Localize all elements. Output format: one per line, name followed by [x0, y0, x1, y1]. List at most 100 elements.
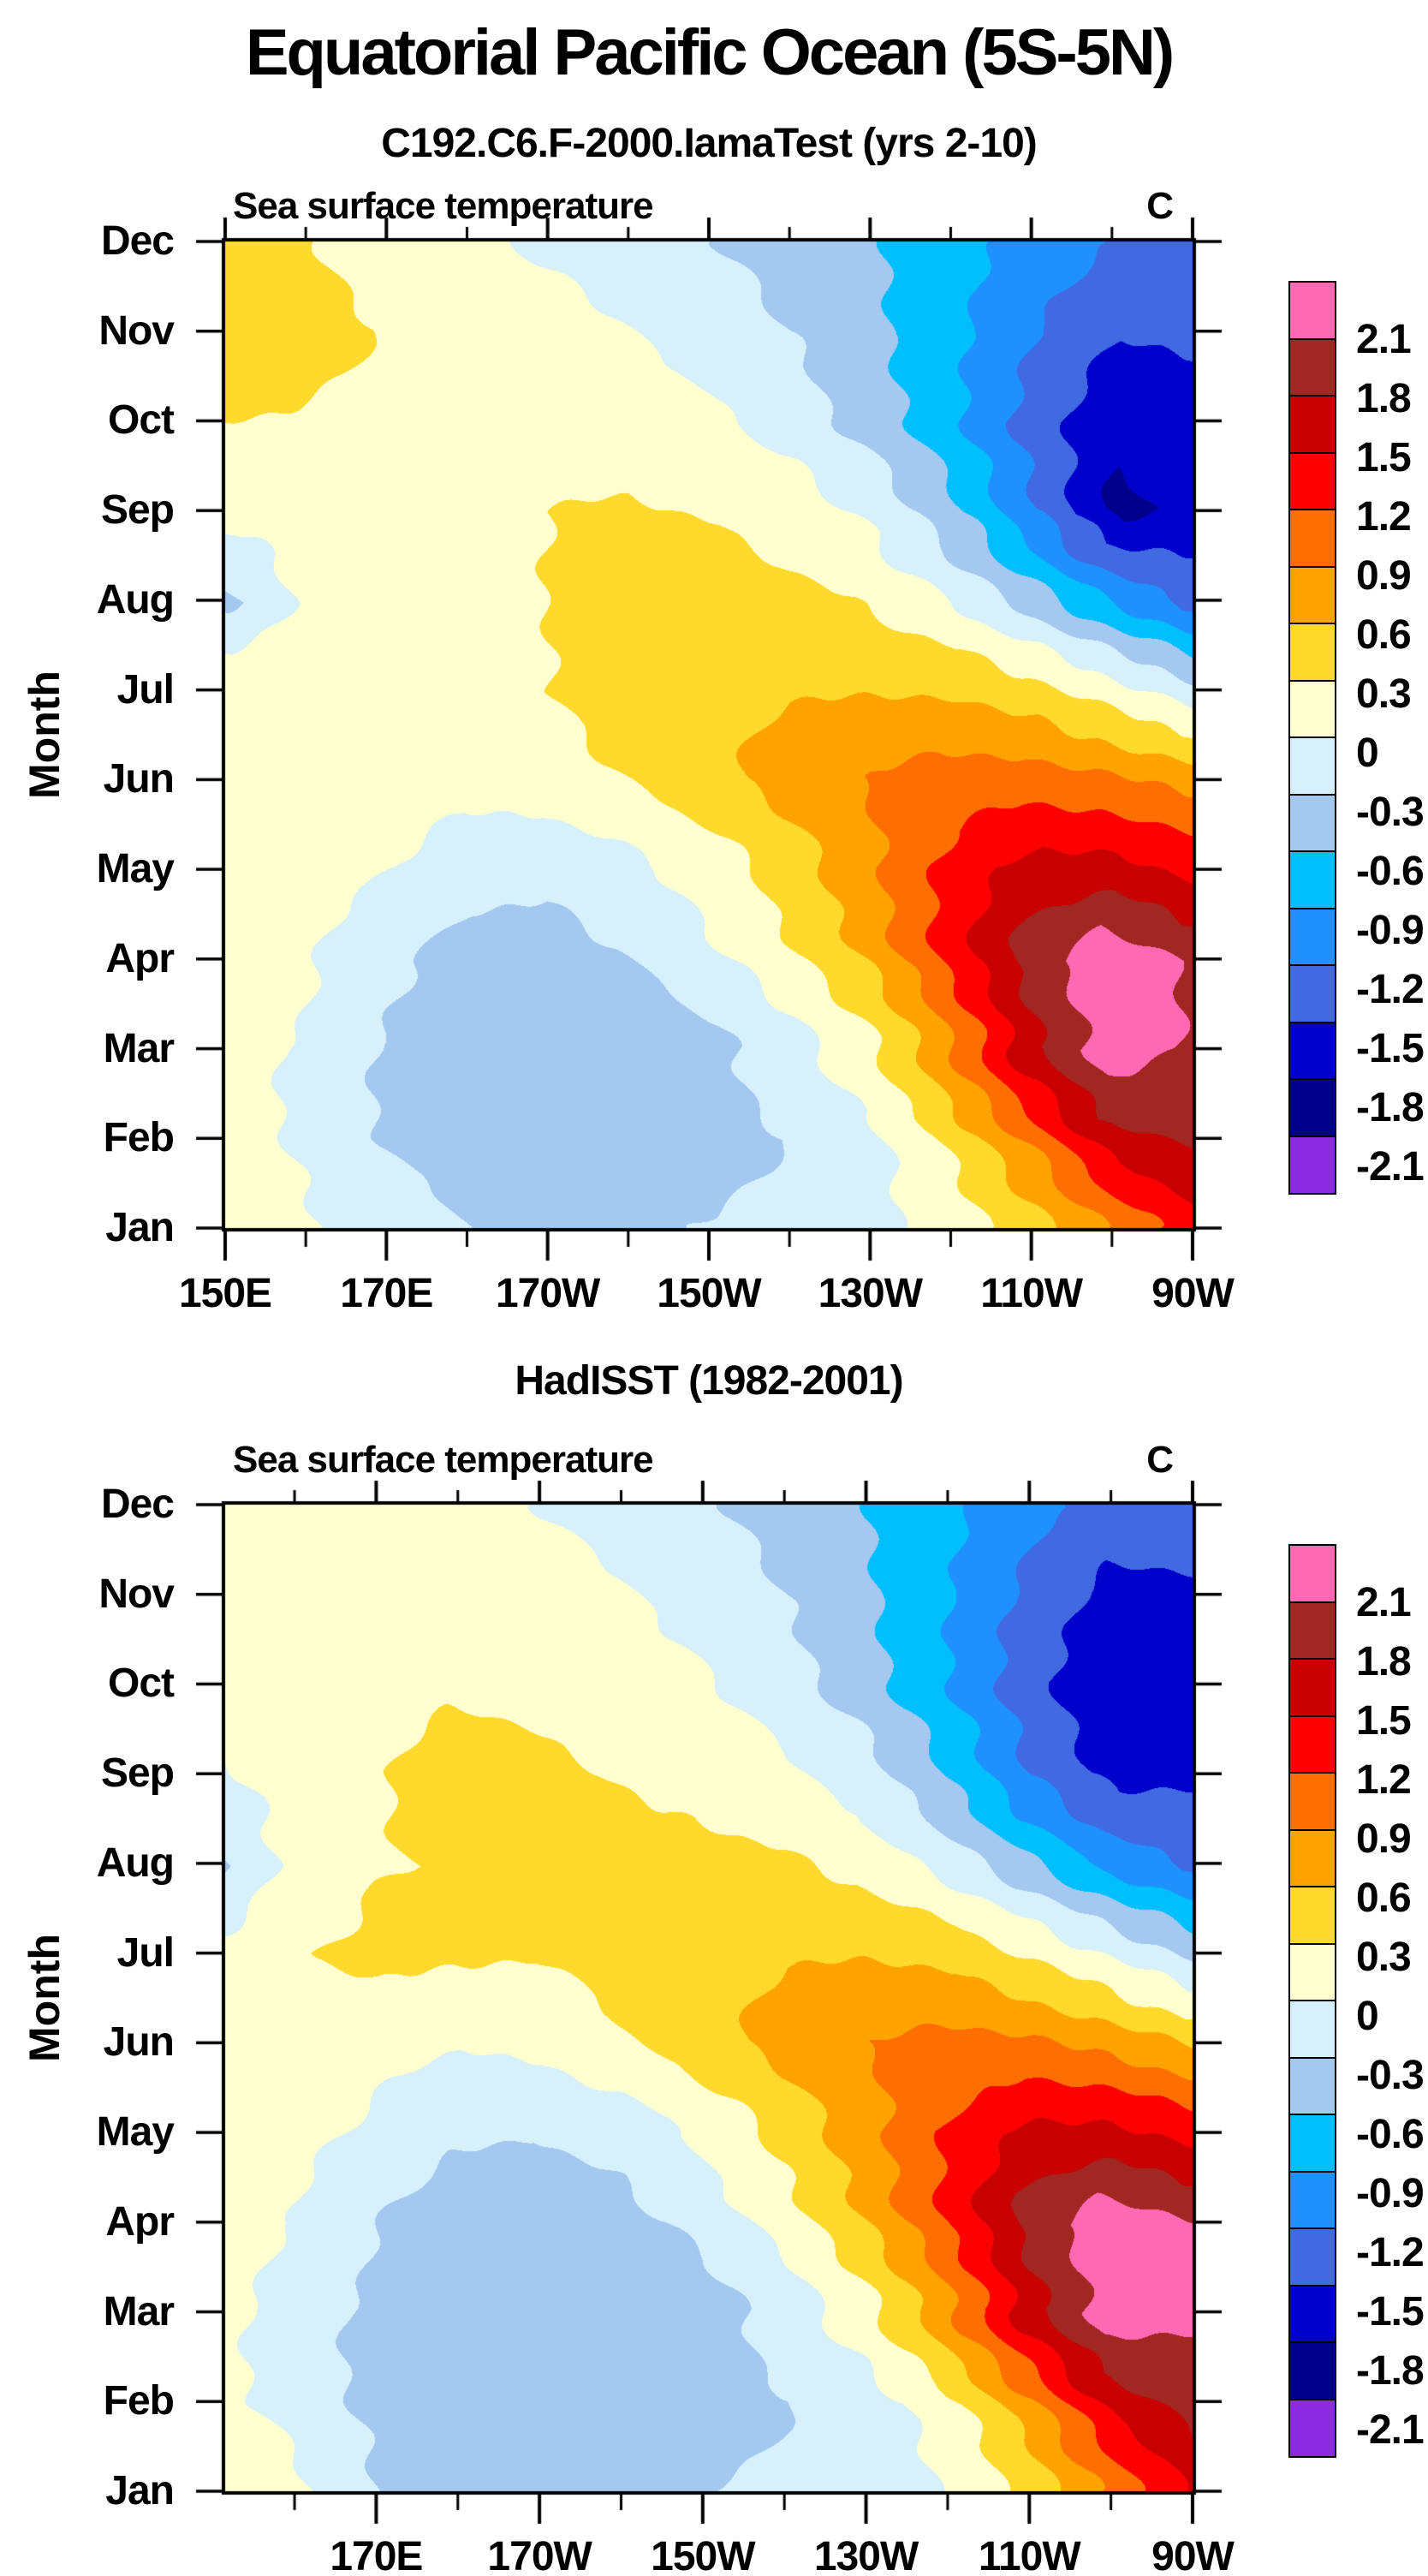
colorbar-swatch — [1288, 2056, 1336, 2116]
colorbar — [1288, 281, 1341, 1195]
longitude-tick-label: 130W — [818, 1271, 923, 1316]
colorbar-swatch — [1288, 1544, 1336, 1603]
longitude-tick-label: 90W — [1151, 1271, 1235, 1316]
colorbar-level-label: 0.3 — [1356, 671, 1412, 717]
colorbar-level-label: 1.8 — [1356, 376, 1412, 421]
colorbar-swatch — [1288, 1886, 1336, 1945]
colorbar-level-label: -1.8 — [1356, 2348, 1425, 2394]
month-tick-label: Sep — [100, 1750, 175, 1797]
colorbar-level-label: -1.8 — [1356, 1085, 1425, 1130]
colorbar-swatch — [1288, 1135, 1336, 1195]
colorbar-level-label: -1.2 — [1356, 967, 1425, 1012]
colorbar-level-label: -0.9 — [1356, 2171, 1425, 2216]
month-tick-label: Aug — [96, 1840, 175, 1886]
colorbar-swatch — [1288, 1828, 1336, 1888]
colorbar-swatch — [1288, 1658, 1336, 1717]
colorbar-swatch — [1288, 451, 1336, 511]
figure-title: Equatorial Pacific Ocean (5S-5N) — [245, 16, 1175, 89]
month-tick-label: Nov — [98, 1571, 175, 1617]
colorbar-swatch — [1288, 964, 1336, 1023]
colorbar-swatch — [1288, 1772, 1336, 1831]
colorbar-level-label: -0.9 — [1356, 908, 1425, 953]
colorbar-level-label: 0.6 — [1356, 612, 1412, 658]
colorbar-swatch — [1288, 907, 1336, 967]
colorbar-swatch — [1288, 850, 1336, 909]
colorbar-swatch — [1288, 2000, 1336, 2059]
longitude-tick-label: 170E — [340, 1271, 433, 1316]
colorbar-swatch — [1288, 509, 1336, 568]
month-tick-label: Oct — [107, 1661, 175, 1707]
panel-hadisst-subtitle: HadISST (1982-2001) — [515, 1358, 903, 1404]
panel-model-subtitle: C192.C6.F-2000.IamaTest (yrs 2-10) — [381, 121, 1038, 166]
month-tick-label: Jan — [105, 2468, 175, 2513]
colorbar-level-label: -2.1 — [1356, 1144, 1425, 1190]
colorbar-swatch — [1288, 1021, 1336, 1081]
colorbar-level-label: -0.3 — [1356, 790, 1425, 835]
longitude-tick-label: 150W — [657, 1271, 761, 1316]
month-tick-label: Nov — [98, 307, 175, 354]
colorbar-level-label: 2.1 — [1356, 1580, 1412, 1625]
colorbar-swatch — [1288, 736, 1336, 796]
longitude-tick-label: 170W — [487, 2534, 592, 2576]
colorbar-level-label: 1.5 — [1356, 1698, 1412, 1744]
month-tick-label: Aug — [96, 576, 175, 623]
colorbar-swatch — [1288, 1601, 1336, 1661]
month-tick-label: Jul — [116, 666, 175, 713]
longitude-tick-label: 130W — [813, 2534, 919, 2576]
month-tick-label: Sep — [100, 487, 175, 534]
colorbar-level-label: 1.8 — [1356, 1639, 1412, 1685]
month-tick-label: Jul — [116, 1929, 175, 1976]
colorbar-level-label: 0.9 — [1356, 1816, 1412, 1862]
colorbar-swatch — [1288, 337, 1336, 397]
month-tick-label: Apr — [105, 935, 175, 981]
sst-contour-canvas-hadisst — [174, 1453, 1244, 2543]
colorbar-level-label: -1.5 — [1356, 1026, 1425, 1071]
month-tick-label: Oct — [107, 397, 175, 444]
month-tick-label: Mar — [103, 2288, 175, 2334]
colorbar-swatch — [1288, 1714, 1336, 1774]
month-tick-label: Jun — [103, 2019, 175, 2066]
colorbar-level-label: 0 — [1356, 730, 1379, 776]
colorbar-swatch — [1288, 2341, 1336, 2400]
longitude-tick-label: 170W — [495, 1271, 600, 1316]
colorbar-level-label: -0.3 — [1356, 2053, 1425, 2098]
colorbar-swatch — [1288, 2284, 1336, 2344]
colorbar-swatch — [1288, 679, 1336, 739]
colorbar-swatch — [1288, 2170, 1336, 2230]
month-tick-label: Dec — [100, 1482, 175, 1527]
longitude-tick-label: 90W — [1151, 2534, 1235, 2576]
colorbar-swatch — [1288, 281, 1336, 340]
month-tick-label: Feb — [103, 2378, 175, 2424]
colorbar-swatch — [1288, 793, 1336, 853]
colorbar — [1288, 1544, 1341, 2458]
longitude-tick-label: 150W — [651, 2534, 755, 2576]
longitude-tick-label: 150E — [178, 1271, 272, 1316]
colorbar-level-label: 0 — [1356, 1994, 1379, 2039]
colorbar-swatch — [1288, 2227, 1336, 2287]
colorbar-swatch — [1288, 565, 1336, 625]
colorbar-level-label: -2.1 — [1356, 2407, 1425, 2453]
month-tick-label: Apr — [105, 2198, 175, 2245]
colorbar-swatch — [1288, 395, 1336, 454]
longitude-tick-label: 110W — [978, 2534, 1081, 2576]
colorbar-level-label: 1.2 — [1356, 1757, 1412, 1803]
longitude-tick-label: 170E — [330, 2534, 423, 2576]
colorbar-level-label: 0.9 — [1356, 553, 1412, 599]
month-tick-label: May — [96, 846, 175, 892]
colorbar-level-label: -0.6 — [1356, 849, 1425, 894]
colorbar-swatch — [1288, 623, 1336, 682]
colorbar-level-label: 0.6 — [1356, 1875, 1412, 1921]
month-tick-label: Mar — [103, 1025, 175, 1071]
month-tick-label: Dec — [100, 218, 175, 264]
colorbar-level-label: 2.1 — [1356, 317, 1412, 362]
colorbar-level-label: -0.6 — [1356, 2112, 1425, 2157]
month-tick-label: Feb — [103, 1115, 175, 1161]
sst-contour-canvas-model — [174, 190, 1244, 1279]
month-tick-label: Jun — [103, 756, 175, 802]
colorbar-level-label: -1.2 — [1356, 2230, 1425, 2275]
colorbar-level-label: 1.2 — [1356, 494, 1412, 540]
month-tick-label: Jan — [105, 1205, 175, 1250]
colorbar-swatch — [1288, 2398, 1336, 2458]
colorbar-level-label: 0.3 — [1356, 1935, 1412, 1980]
